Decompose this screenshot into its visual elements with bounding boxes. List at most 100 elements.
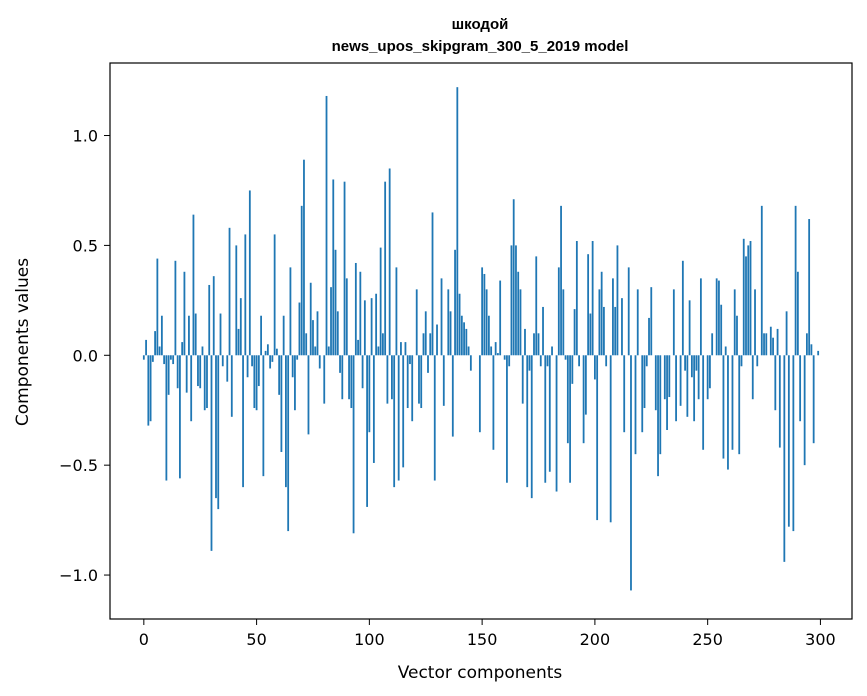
bar-41 [235, 245, 238, 356]
bar-153 [487, 315, 490, 356]
bar-299 [817, 350, 820, 356]
bar-23 [194, 313, 197, 356]
bar-266 [742, 238, 745, 356]
bar-52 [260, 315, 262, 356]
bar-248 [702, 355, 705, 450]
chart-title-line-1: шкодой [452, 16, 509, 33]
bar-121 [415, 289, 418, 356]
bar-128 [431, 212, 434, 356]
bar-142 [463, 322, 465, 356]
bar-150 [481, 267, 484, 356]
bar-117 [406, 355, 409, 409]
bar-92 [350, 355, 353, 409]
bar-166 [517, 271, 520, 356]
x-tick-label: 0 [139, 630, 149, 649]
bar-94 [354, 262, 357, 356]
bar-257 [722, 355, 725, 459]
bar-25 [199, 355, 202, 389]
bar-17 [181, 342, 184, 356]
bar-97 [361, 355, 364, 389]
bar-165 [515, 245, 517, 356]
bar-102 [372, 355, 375, 463]
bar-59 [275, 348, 278, 356]
bar-225 [650, 287, 653, 356]
bar-55 [266, 344, 269, 356]
bar-205 [605, 355, 608, 367]
bar-35 [221, 355, 224, 367]
bar-256 [720, 304, 723, 356]
bar-13 [172, 355, 175, 365]
bar-164 [512, 199, 515, 356]
bar-297 [812, 355, 815, 444]
bar-172 [530, 355, 533, 499]
bar-161 [506, 355, 508, 483]
bar-33 [217, 355, 220, 510]
bar-87 [339, 355, 341, 373]
bar-156 [494, 342, 497, 356]
bar-0 [142, 355, 145, 360]
bar-201 [596, 355, 599, 521]
bar-7 [158, 346, 161, 356]
bar-86 [336, 311, 339, 356]
bar-219 [636, 289, 639, 356]
bar-99 [366, 355, 368, 507]
bar-186 [562, 289, 565, 356]
bar-178 [544, 355, 547, 483]
bar-229 [659, 355, 662, 455]
bar-65 [289, 267, 292, 356]
bar-103 [375, 293, 378, 356]
bar-127 [429, 333, 432, 356]
bar-84 [332, 179, 335, 356]
y-tick-label: 0.0 [73, 346, 98, 365]
bar-171 [528, 355, 531, 371]
bar-275 [763, 333, 765, 356]
bar-213 [623, 355, 626, 433]
bar-294 [805, 333, 808, 356]
bar-96 [359, 271, 362, 356]
bar-130 [436, 324, 438, 356]
bar-24 [197, 355, 199, 387]
bar-66 [291, 355, 294, 378]
bar-177 [542, 306, 544, 356]
y-tick-label: 0.5 [73, 236, 98, 255]
bar-60 [278, 355, 281, 395]
bar-284 [783, 355, 786, 562]
bar-195 [582, 355, 585, 444]
bar-167 [519, 289, 522, 356]
bar-243 [690, 355, 693, 378]
bar-101 [370, 298, 373, 356]
bar-50 [255, 355, 258, 411]
bar-295 [808, 219, 811, 356]
bar-75 [312, 320, 314, 356]
bar-113 [397, 355, 400, 481]
bar-31 [212, 276, 215, 356]
bar-187 [564, 355, 567, 360]
bar-88 [341, 355, 344, 400]
bar-228 [657, 355, 659, 477]
bar-255 [718, 280, 720, 356]
bar-288 [792, 355, 795, 532]
bar-80 [323, 355, 326, 404]
bar-163 [510, 245, 513, 356]
bar-222 [643, 355, 646, 409]
bar-282 [778, 355, 781, 448]
bar-67 [294, 355, 296, 411]
x-tick-label: 300 [805, 630, 836, 649]
bar-85 [334, 249, 337, 356]
x-axis-ticks: 0 50 100 150 200 250 300 [139, 619, 836, 649]
bar-62 [282, 315, 285, 356]
bar-141 [460, 315, 463, 356]
bar-285 [785, 311, 788, 356]
bar-11 [167, 355, 170, 395]
bar-44 [242, 355, 244, 488]
bar-43 [239, 298, 242, 356]
bar-263 [736, 315, 738, 356]
bar-21 [190, 355, 193, 422]
bar-68 [296, 355, 299, 360]
bar-293 [803, 355, 806, 466]
bar-270 [751, 355, 754, 400]
bar-8 [160, 315, 163, 356]
bar-37 [226, 355, 229, 382]
bar-179 [546, 355, 549, 367]
bar-278 [769, 326, 772, 356]
